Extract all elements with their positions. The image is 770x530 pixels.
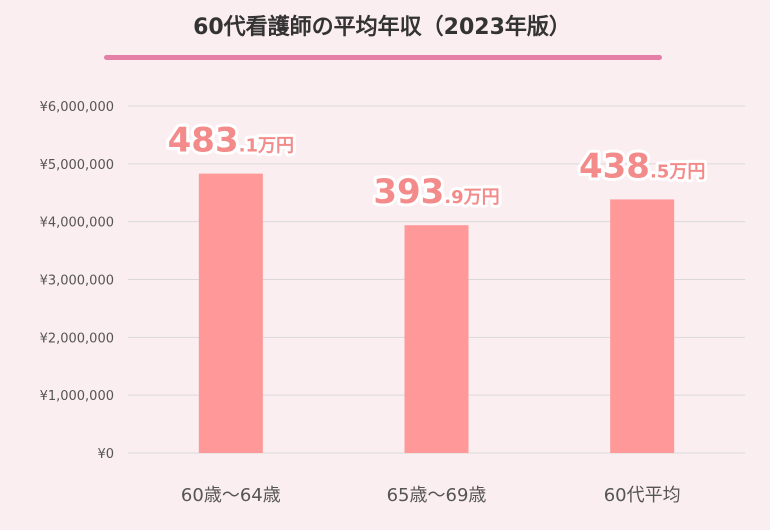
y-tick-label: ¥3,000,000	[40, 274, 114, 289]
chart-title: 60代看護師の平均年収（2023年版）	[193, 15, 571, 40]
bar	[610, 199, 675, 453]
y-tick-label: ¥4,000,000	[40, 216, 114, 231]
data-label: 393.9万円	[373, 172, 499, 212]
y-tick-label: ¥1,000,000	[40, 389, 114, 404]
y-tick-label: ¥6,000,000	[40, 100, 114, 115]
y-tick-label: ¥5,000,000	[40, 158, 114, 173]
data-label: 438.5万円	[579, 146, 705, 186]
data-label-integer: 438	[579, 146, 650, 186]
data-label-integer: 393	[373, 172, 444, 212]
title-underline	[104, 55, 662, 60]
y-tick-label: ¥2,000,000	[40, 331, 114, 346]
x-tick-label: 60歳〜64歳	[181, 485, 281, 506]
data-label-decimal: .1万円	[239, 136, 294, 157]
bar	[198, 173, 263, 453]
bar	[404, 225, 469, 453]
data-label: 483.1万円	[168, 121, 294, 161]
data-label-decimal: .9万円	[444, 187, 499, 208]
x-tick-label: 60代平均	[604, 485, 681, 506]
data-label-integer: 483	[168, 121, 239, 161]
y-tick-label: ¥0	[97, 447, 114, 462]
data-label-decimal: .5万円	[650, 161, 705, 182]
x-tick-label: 65歳〜69歳	[387, 485, 487, 506]
